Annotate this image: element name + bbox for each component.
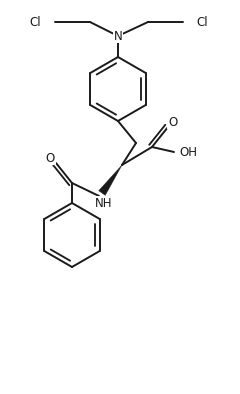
Text: OH: OH	[179, 145, 197, 158]
Text: O: O	[168, 115, 178, 128]
Text: O: O	[45, 152, 55, 165]
Polygon shape	[99, 165, 122, 195]
Text: Cl: Cl	[29, 15, 41, 28]
Text: NH: NH	[95, 197, 113, 210]
Text: N: N	[114, 30, 122, 43]
Text: Cl: Cl	[196, 15, 208, 28]
